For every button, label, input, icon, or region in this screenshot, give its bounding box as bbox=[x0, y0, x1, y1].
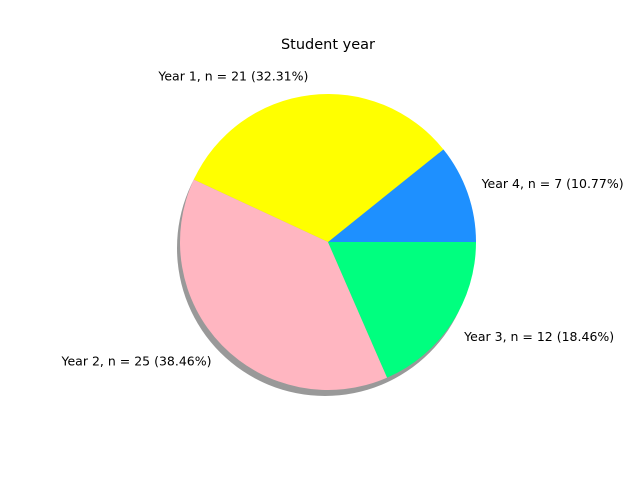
pie-slice-year-3 bbox=[328, 242, 476, 378]
pie-label-year-4: Year 4, n = 7 (10.77%) bbox=[481, 176, 624, 191]
pie-slice-year-2 bbox=[180, 179, 388, 390]
pie-label-year-2: Year 2, n = 25 (38.46%) bbox=[61, 353, 212, 368]
chart-title: Student year bbox=[281, 37, 375, 53]
pie-slices-group bbox=[180, 93, 476, 390]
pie-label-year-1: Year 1, n = 21 (32.31%) bbox=[157, 68, 308, 83]
pie-slice-year-1 bbox=[193, 93, 444, 242]
pie-labels-group: Year 4, n = 7 (10.77%) Year 1, n = 21 (32… bbox=[61, 68, 624, 368]
pie-label-year-3: Year 3, n = 12 (18.46%) bbox=[463, 329, 614, 344]
pie-slice-year-4 bbox=[328, 149, 476, 242]
